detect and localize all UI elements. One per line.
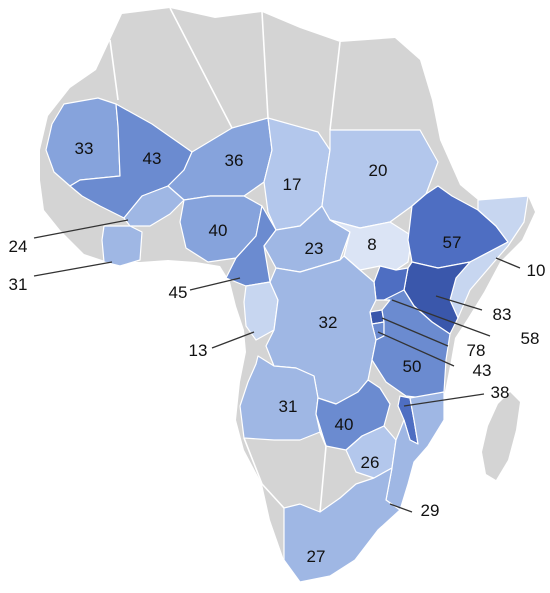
border-line [109, 39, 119, 101]
label-dr-congo: 32 [319, 313, 338, 332]
border-line [329, 41, 341, 131]
leader-line-78 [381, 317, 449, 347]
no-data-borders [109, 7, 341, 513]
label-nigeria: 40 [209, 221, 228, 240]
label-gabon: 13 [189, 341, 208, 360]
region-angola[interactable] [239, 355, 321, 441]
leader-line-38 [403, 393, 485, 407]
label-tanzania: 50 [403, 357, 422, 376]
label-zimbabwe: 26 [361, 453, 380, 472]
label-cameroon: 45 [169, 283, 188, 302]
region-dr-congo[interactable] [265, 255, 377, 405]
leader-line-58 [391, 299, 491, 337]
label-mali: 43 [143, 149, 162, 168]
region-south-africa[interactable] [283, 467, 401, 583]
leader-line-10 [495, 257, 521, 269]
value-labels: 33 43 36 17 20 24 31 40 45 23 8 57 10 83… [9, 139, 546, 566]
leader-line-83 [435, 295, 483, 311]
label-rwanda: 78 [467, 341, 486, 360]
leader-line-43-burundi [377, 331, 455, 367]
label-mozambique: 29 [421, 501, 440, 520]
label-sudan: 20 [369, 161, 388, 180]
border-line [261, 11, 269, 119]
label-central-african-republic: 23 [305, 239, 324, 258]
border-line [243, 437, 285, 509]
leader-line-45 [189, 277, 241, 291]
leader-line-13 [211, 331, 255, 349]
label-chad: 17 [283, 175, 302, 194]
label-zambia: 40 [335, 415, 354, 434]
label-burundi: 43 [473, 361, 492, 380]
label-south-sudan: 8 [367, 235, 376, 254]
border-line [169, 7, 233, 129]
leader-line-31 [33, 261, 113, 277]
leader-line-29 [389, 503, 413, 513]
label-somalia: 10 [527, 261, 546, 280]
label-burkina-faso: 24 [9, 237, 28, 256]
label-south-africa: 27 [307, 547, 326, 566]
label-cote-divoire: 31 [9, 275, 28, 294]
leader-lines [33, 219, 521, 513]
madagascar [482, 392, 520, 480]
label-ethiopia: 57 [443, 233, 462, 252]
data-regions [45, 97, 529, 583]
label-angola: 31 [279, 397, 298, 416]
border-line [319, 431, 327, 513]
region-cote-divoire[interactable] [101, 225, 143, 267]
label-uganda: 58 [521, 329, 540, 348]
region-burkina-faso[interactable] [123, 185, 185, 227]
label-kenya: 83 [493, 305, 512, 324]
label-niger: 36 [225, 151, 244, 170]
label-malawi: 38 [491, 383, 510, 402]
leader-line-24 [33, 219, 129, 239]
label-mauritania: 33 [75, 139, 94, 158]
